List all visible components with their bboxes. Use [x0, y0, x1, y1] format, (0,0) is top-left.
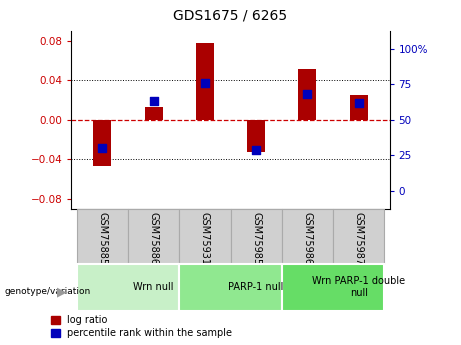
Point — [201, 80, 208, 86]
Legend: log ratio, percentile rank within the sample: log ratio, percentile rank within the sa… — [51, 315, 232, 338]
Point — [304, 91, 311, 97]
Text: GSM75886: GSM75886 — [148, 212, 159, 265]
Text: Wrn PARP-1 double
null: Wrn PARP-1 double null — [312, 276, 405, 298]
Text: GSM75885: GSM75885 — [97, 212, 107, 265]
Bar — [282, 264, 384, 310]
Bar — [350, 95, 368, 120]
Bar — [196, 43, 214, 120]
Bar — [179, 264, 282, 310]
Bar — [145, 107, 163, 120]
Bar — [247, 120, 265, 152]
Bar — [128, 209, 179, 264]
Point — [253, 147, 260, 152]
Bar — [282, 209, 333, 264]
Text: ▶: ▶ — [57, 285, 67, 298]
Text: genotype/variation: genotype/variation — [5, 287, 91, 296]
Bar — [93, 120, 111, 166]
Text: GSM75931: GSM75931 — [200, 212, 210, 265]
Text: GSM75985: GSM75985 — [251, 212, 261, 265]
Text: GDS1675 / 6265: GDS1675 / 6265 — [173, 9, 288, 23]
Point — [150, 99, 157, 104]
Bar — [230, 209, 282, 264]
Bar — [179, 209, 230, 264]
Text: Wrn null: Wrn null — [133, 282, 174, 292]
Text: GSM75987: GSM75987 — [354, 212, 364, 265]
Point — [99, 146, 106, 151]
Text: PARP-1 null: PARP-1 null — [229, 282, 284, 292]
Bar — [333, 209, 384, 264]
Text: GSM75986: GSM75986 — [302, 212, 313, 265]
Bar — [77, 264, 179, 310]
Point — [355, 100, 362, 106]
Bar — [77, 209, 128, 264]
Bar — [298, 69, 316, 120]
